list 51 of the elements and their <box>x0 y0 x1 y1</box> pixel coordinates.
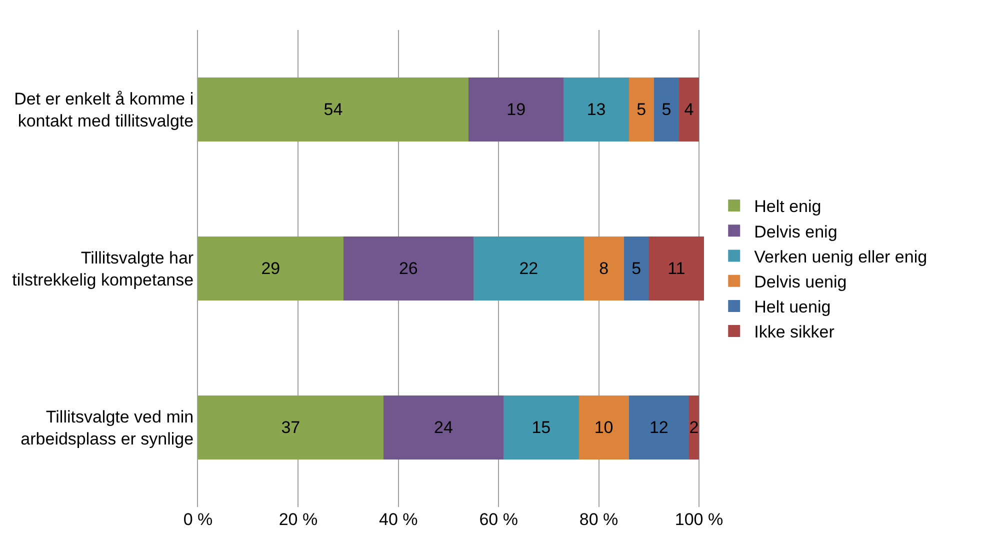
x-tick-label: 80 % <box>579 510 618 529</box>
bar <box>383 396 504 460</box>
legend-label: Helt uenig <box>754 298 831 317</box>
x-tick-label: 0 % <box>183 510 213 529</box>
data-label: 8 <box>599 259 609 278</box>
data-label: 15 <box>532 418 551 437</box>
bar <box>628 396 689 460</box>
y-tick-label: Det er enkelt å komme i kontakt med tillitsvalgte <box>14 89 194 130</box>
bar <box>198 236 344 300</box>
bar <box>654 78 679 142</box>
x-tick-label: 60 % <box>479 510 518 529</box>
data-label: 22 <box>519 259 538 278</box>
data-label: 24 <box>434 418 453 437</box>
bar <box>648 236 704 300</box>
legend-label: Helt enig <box>754 197 822 216</box>
bar <box>584 236 624 300</box>
data-label: 13 <box>586 100 606 119</box>
data-label: 11 <box>668 259 686 278</box>
data-label: 12 <box>649 418 668 437</box>
data-label: 5 <box>662 100 672 119</box>
bar <box>688 396 699 460</box>
data-label: 5 <box>636 100 646 119</box>
bar <box>474 236 584 300</box>
data-label: 4 <box>684 100 694 119</box>
legend-label: Delvis enig <box>754 222 838 242</box>
bar <box>678 78 699 142</box>
legend-label: Delvis uenig <box>754 272 847 292</box>
bar <box>628 78 654 142</box>
bar <box>343 236 474 300</box>
data-label: 54 <box>324 100 343 119</box>
x-tick-label: 40 % <box>379 510 418 529</box>
bar <box>624 236 649 300</box>
data-label: 19 <box>506 100 526 119</box>
data-label: 26 <box>398 259 418 278</box>
x-tick-label: 100 % <box>674 510 724 529</box>
bar <box>468 78 564 142</box>
data-label: 10 <box>594 418 614 437</box>
legend-label: Ikke sikker <box>754 322 835 342</box>
y-tick-label: Tillitsvalgte ved min arbeidsplass er synlige <box>20 407 194 448</box>
data-label: 2 <box>689 418 699 437</box>
bar <box>578 396 629 460</box>
x-tick-label: 20 % <box>278 510 318 529</box>
bar <box>198 78 469 142</box>
legend-label: Verken uenig eller enig <box>754 247 928 266</box>
bar <box>564 78 629 142</box>
data-label: 29 <box>261 259 280 278</box>
bar <box>504 396 579 460</box>
data-label: 37 <box>281 418 300 437</box>
data-label: 5 <box>632 259 642 278</box>
y-tick-label: Tillitsvalgte har tilstrekkelig kompetanse <box>12 248 194 290</box>
bar <box>198 396 384 460</box>
